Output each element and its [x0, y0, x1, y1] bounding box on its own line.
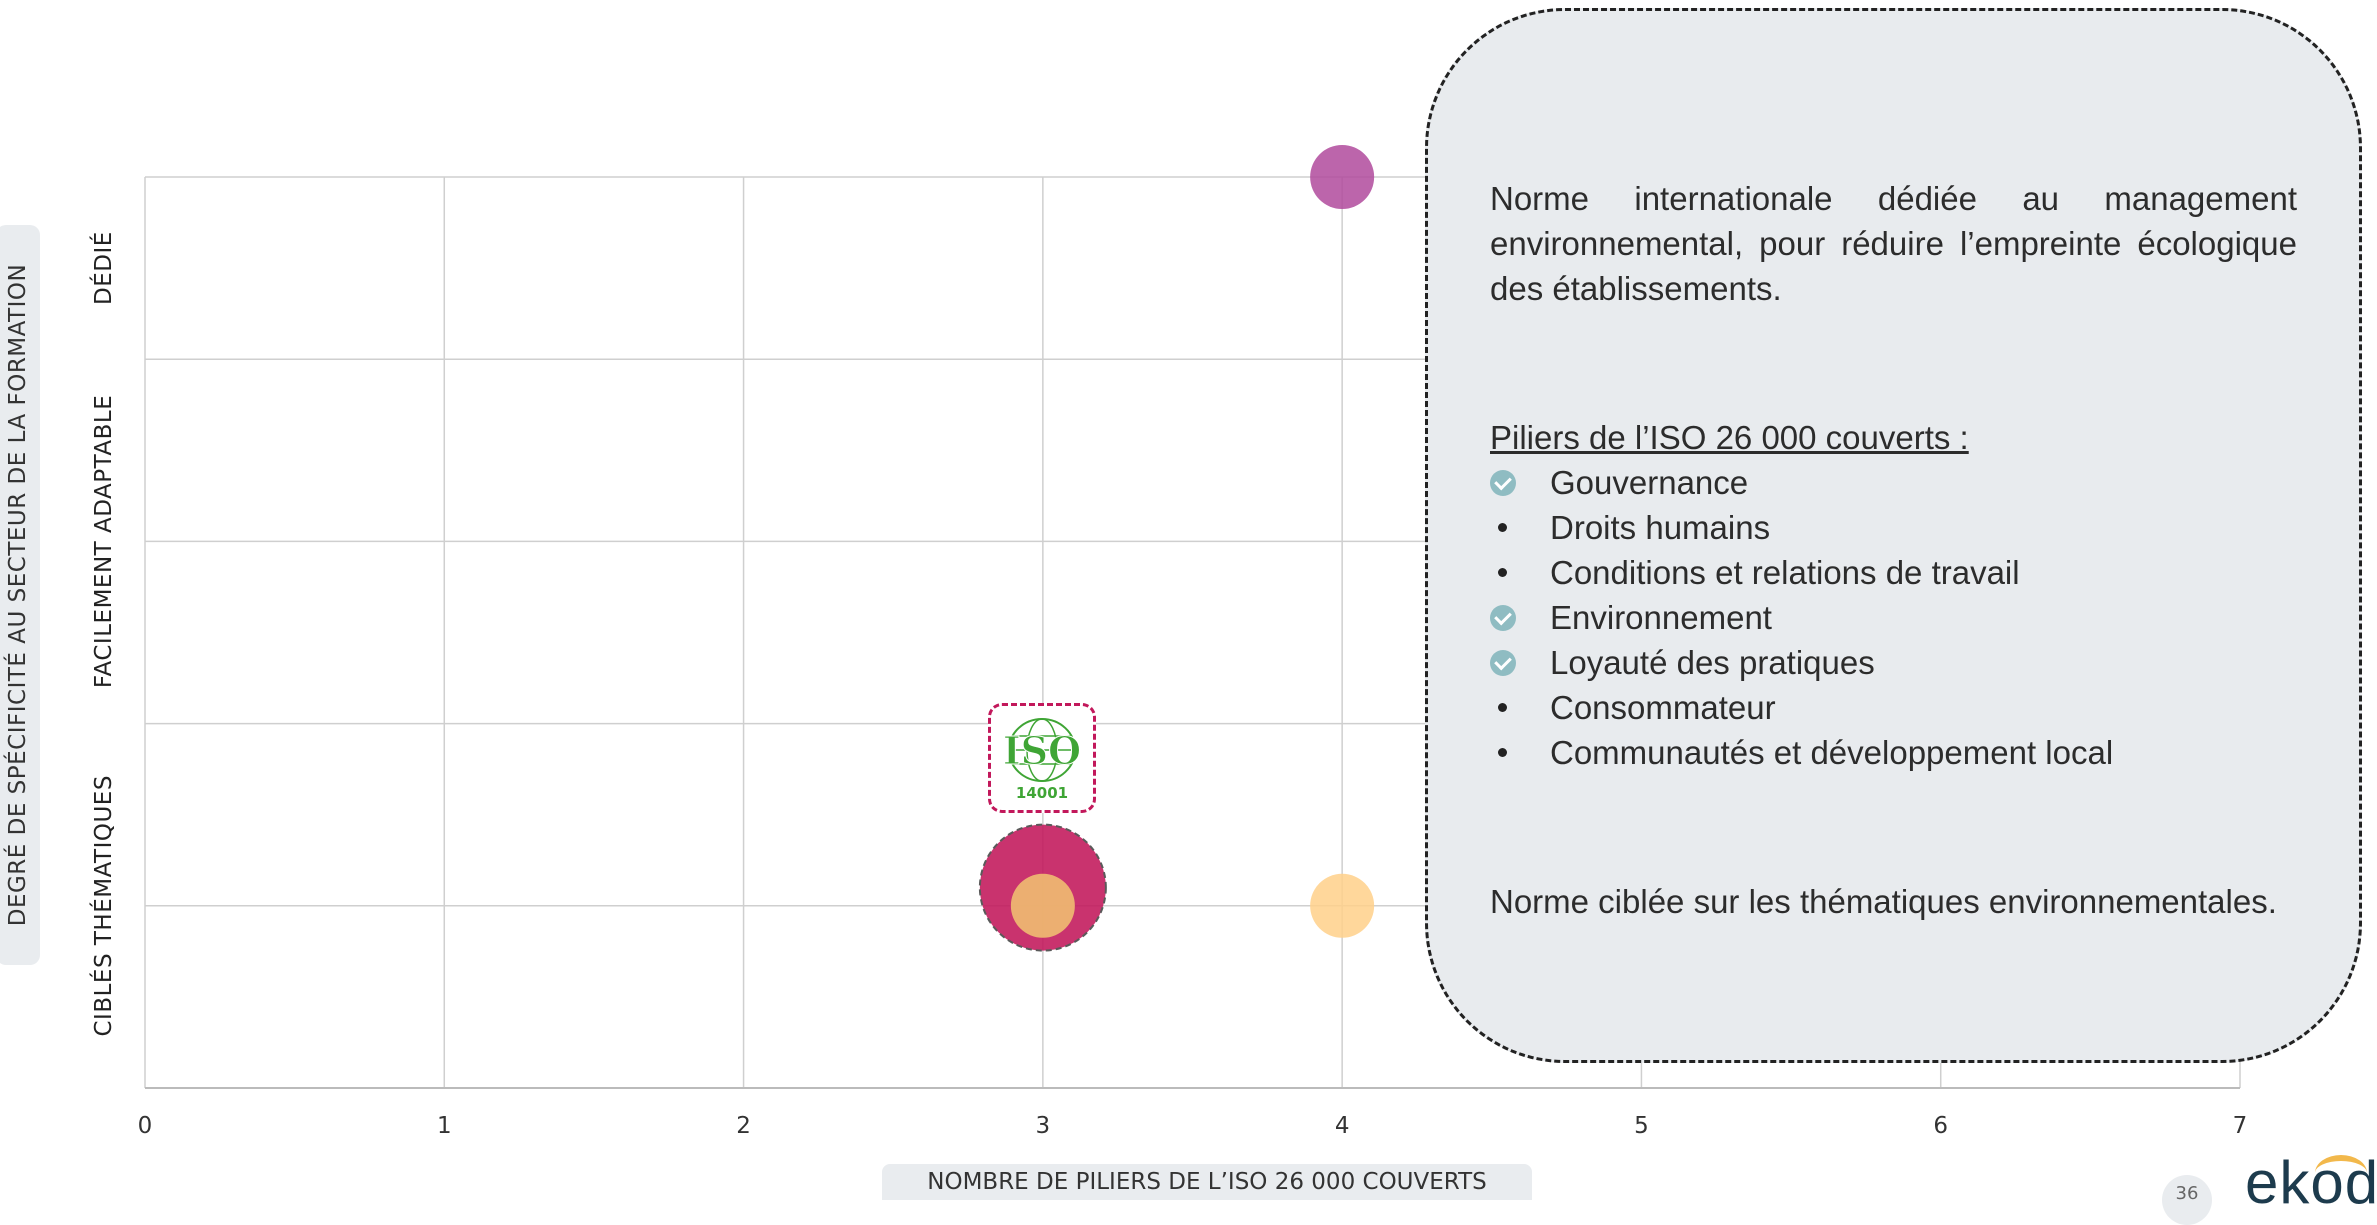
x-tick-label: 2 [736, 1113, 751, 1139]
check-circle-icon [1490, 604, 1516, 631]
page-number: 36 [2162, 1175, 2212, 1225]
data-point [1310, 145, 1375, 209]
list-item: Communautés et développement local [1490, 730, 2297, 775]
x-tick-label: 4 [1335, 1113, 1350, 1139]
x-axis-title: NOMBRE DE PILIERS DE L’ISO 26 000 COUVER… [882, 1164, 1532, 1200]
x-tick-label: 3 [1036, 1113, 1051, 1139]
data-point [1010, 873, 1075, 938]
list-item: Droits humains [1490, 505, 2297, 550]
y-category-labels: CIBLÉS THÉMATIQUES FACILEMENT ADAPTABLE DÉ… [89, 231, 117, 1036]
logo-arc-icon [2315, 1155, 2367, 1191]
standard-note: Norme ciblée sur les thématiques environ… [1490, 883, 2277, 920]
iso-14001-badge: ISO 14001 [988, 703, 1096, 813]
bullet-icon [1498, 523, 1507, 532]
standard-description: Norme internationale dédiée au managemen… [1490, 180, 2297, 307]
x-tick-label: 1 [437, 1113, 452, 1139]
pillar-label: Gouvernance [1550, 463, 1749, 501]
iso-badge-text: ISO [1003, 728, 1081, 773]
pillar-list: Gouvernance Droits humains Conditions et… [1490, 460, 2297, 775]
pillars-title: Piliers de l’ISO 26 000 couverts : [1490, 419, 1969, 456]
check-circle-icon [1490, 649, 1516, 676]
check-circle-icon [1490, 469, 1516, 496]
y-category-label: CIBLÉS THÉMATIQUES [89, 775, 117, 1036]
list-item: Environnement [1490, 595, 2297, 640]
bullet-icon [1498, 568, 1507, 577]
pillar-label: Environnement [1550, 598, 1772, 636]
data-point [1310, 873, 1375, 938]
x-tick-label: 5 [1634, 1113, 1649, 1139]
x-tick-labels: 0 1 2 3 4 5 6 7 [138, 1113, 2248, 1139]
pillar-label: Communautés et développement local [1550, 733, 2114, 771]
list-item: Conditions et relations de travail [1490, 550, 2297, 595]
pillar-label: Loyauté des pratiques [1550, 643, 1875, 681]
y-category-label: FACILEMENT ADAPTABLE [91, 395, 117, 688]
x-tick-label: 6 [1933, 1113, 1948, 1139]
list-item: Loyauté des pratiques [1490, 640, 2297, 685]
pillar-label: Consommateur [1550, 688, 1776, 726]
y-axis-title: DEGRÉ DE SPÉCIFICITÉ AU SECTEUR DE LA FO… [0, 225, 40, 965]
ekod-logo: ekod [2245, 1149, 2377, 1216]
pillar-label: Droits humains [1550, 508, 1771, 546]
pillar-label: Conditions et relations de travail [1550, 553, 2020, 591]
x-tick-label: 7 [2233, 1113, 2248, 1139]
bullet-icon [1498, 748, 1507, 757]
list-item: Gouvernance [1490, 460, 2297, 505]
bullet-icon [1498, 703, 1507, 712]
x-tick-label: 0 [138, 1113, 153, 1139]
info-panel: Norme internationale dédiée au managemen… [1425, 8, 2362, 1063]
iso-badge-number: 14001 [1016, 784, 1068, 802]
list-item: Consommateur [1490, 685, 2297, 730]
globe-icon: ISO 14001 [1002, 718, 1082, 802]
data-points [978, 145, 1375, 952]
y-category-label: DÉDIÉ [89, 231, 117, 305]
